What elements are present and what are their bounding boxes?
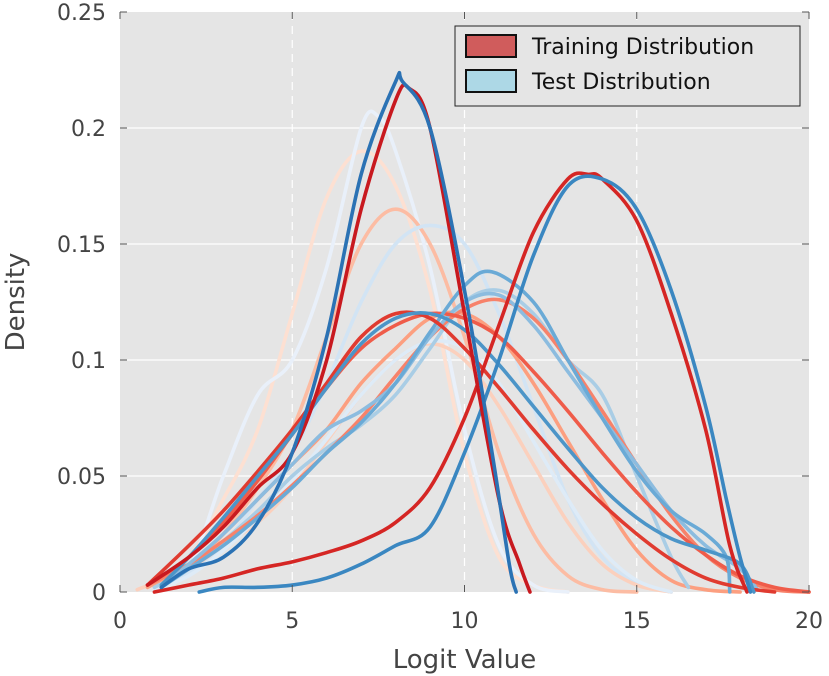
x-tick-label-1: 5 [285,609,299,634]
density-curve-test-15 [197,174,753,594]
density-curve-training-14 [152,171,749,594]
density-curve-training-16 [145,83,532,594]
density-curve-training-0 [145,149,570,594]
x-tick-label-0: 0 [113,609,127,634]
legend: Training Distribution Test Distribution [454,25,801,107]
x-tick-label-4: 20 [795,609,823,634]
y-tick-label-1: 0.05 [57,465,106,490]
x-axis-label: Logit Value [393,645,537,675]
density-curve-training-10 [145,311,811,594]
density-curve-test-3 [152,223,673,594]
legend-label-test: Test Distribution [531,70,711,95]
legend-label-training: Training Distribution [531,35,754,60]
legend-swatch-test [465,69,517,93]
y-tick-label-0: 0 [92,581,106,606]
density-curve-test-17 [159,70,518,594]
legend-swatch-training [465,34,517,58]
density-curves [135,70,811,594]
y-tick-label-3: 0.15 [57,233,106,258]
density-curve-test-1 [152,109,570,594]
x-axis-ticks: 0 5 10 15 20 [113,12,823,634]
x-tick-label-3: 15 [623,609,651,634]
density-curve-training-2 [152,207,639,594]
y-axis-ticks: 0 0.05 0.1 0.15 0.2 0.25 [57,1,809,606]
y-tick-label-4: 0.2 [71,117,106,142]
density-curve-test-5 [152,338,673,594]
y-axis-label: Density [1,253,31,352]
x-tick-label-2: 10 [451,609,479,634]
y-tick-label-2: 0.1 [71,349,106,374]
density-curve-training-12 [145,310,777,594]
density-curve-test-13 [159,311,756,594]
y-tick-label-5: 0.25 [57,1,106,26]
